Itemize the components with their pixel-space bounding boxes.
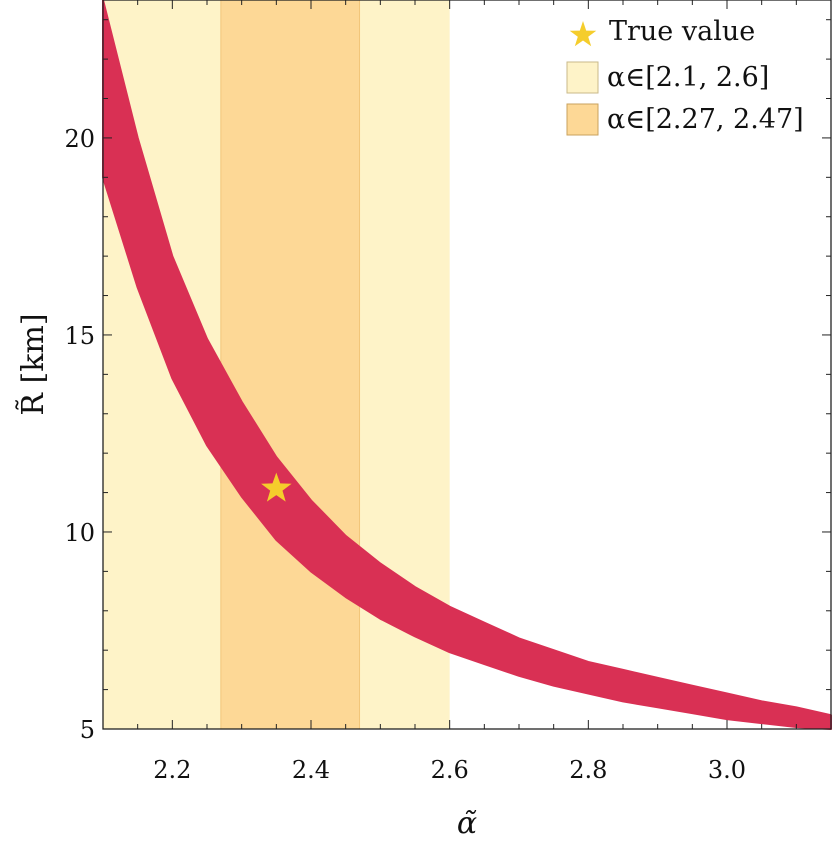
legend: True value α∈[2.1, 2.6] α∈[2.27, 2.47] (566, 16, 804, 136)
x-tick-label: 3.0 (708, 756, 746, 784)
x-tick-label: 2.2 (153, 756, 191, 784)
y-tick-label: 20 (64, 125, 95, 153)
x-tick-label: 2.8 (569, 756, 607, 784)
y-tick-label: 15 (64, 322, 95, 350)
x-tick-label: 2.4 (292, 756, 330, 784)
x-tick-label: 2.6 (431, 756, 469, 784)
legend-swatch-wide-range (566, 61, 599, 94)
plot-frame (102, 0, 832, 730)
legend-swatch-narrow-range (566, 103, 599, 136)
y-tick-label: 10 (64, 519, 95, 547)
true-value-marker-group (261, 472, 292, 502)
legend-label-wide-range: α∈[2.1, 2.6] (607, 62, 769, 93)
true-value-star-icon (261, 472, 292, 502)
legend-star-icon (569, 21, 597, 47)
x-axis-label: α̃ (457, 806, 477, 841)
shaded-regions (103, 0, 450, 730)
legend-label-narrow-range: α∈[2.27, 2.47] (607, 104, 804, 135)
y-axis-label: R̃ [km] (16, 313, 51, 415)
y-tick-label: 5 (80, 716, 95, 744)
axis-ticks: 2.2 2.4 2.6 2.8 3.0 5 10 15 20 (64, 0, 832, 784)
legend-label-true-value: True value (609, 16, 755, 47)
shaded-region-narrow (220, 0, 361, 730)
